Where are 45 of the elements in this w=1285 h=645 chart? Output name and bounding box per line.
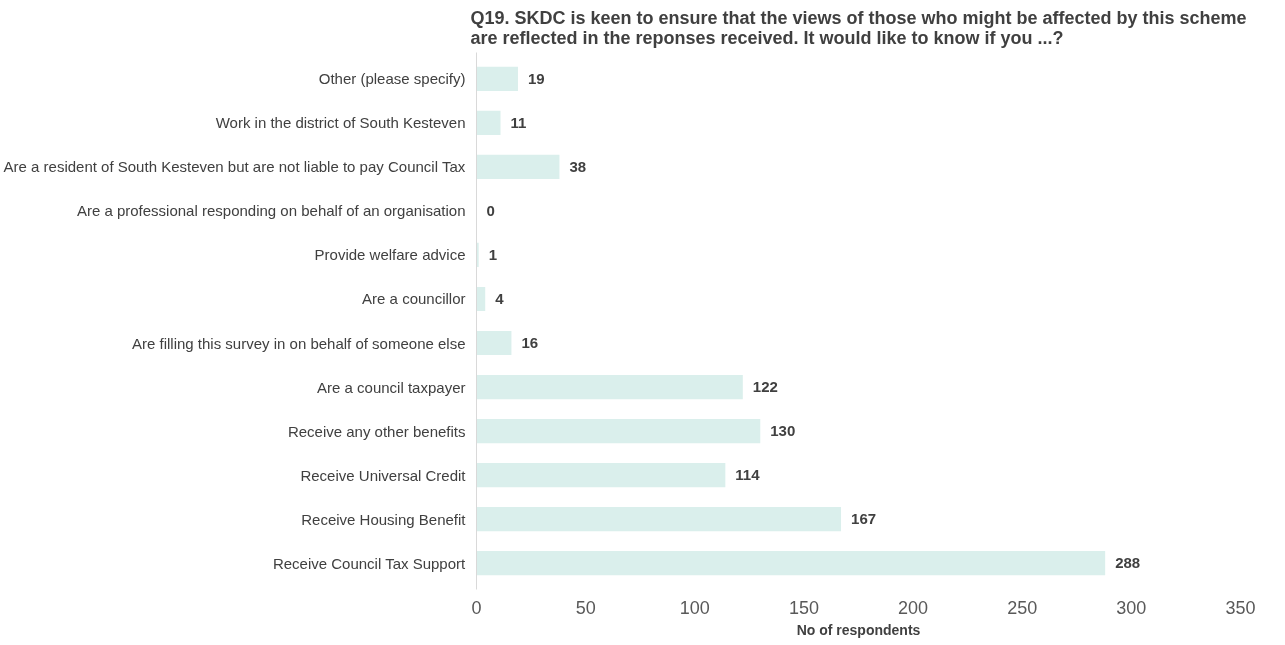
data-label: 1 (488, 245, 498, 263)
y-tick-label: Are filling this survey in on behalf of someone else (131, 334, 466, 352)
data-label: 19 (527, 69, 545, 87)
y-tick-label: Receive Housing Benefit (301, 510, 467, 528)
data-label: 167 (851, 510, 877, 528)
bar (476, 242, 479, 268)
data-label: 16 (521, 334, 539, 352)
bar (476, 330, 512, 356)
data-label: 114 (735, 466, 761, 484)
bar (476, 66, 518, 92)
y-tick-label: Work in the district of South Kesteven (215, 114, 466, 132)
data-label: 0 (486, 201, 495, 219)
data-label: 122 (752, 378, 778, 396)
chart-title: Q19. SKDC is keen to ensure that the views of those who might be affected by this scheme are reflected in the reponses received. It would like to know if you ...? (470, 7, 1247, 48)
y-tick-label: Are a councillor (362, 290, 466, 308)
x-axis-title: No of respondents (796, 621, 921, 638)
y-tick-label: Are a professional responding on behalf of an organisation (76, 202, 466, 220)
bar (476, 462, 726, 488)
bar (476, 286, 486, 312)
bar (476, 374, 743, 400)
x-tick-label: 350 (1225, 597, 1256, 618)
bar (476, 550, 1106, 576)
data-label: 288 (1115, 554, 1141, 572)
bar (476, 506, 842, 532)
x-tick-label: 0 (471, 597, 482, 618)
y-tick-label: Provide welfare advice (314, 246, 466, 264)
data-label: 38 (569, 157, 587, 175)
y-tick-label: Are a council taxpayer (317, 378, 466, 396)
y-tick-label: Receive Council Tax Support (272, 554, 467, 572)
x-tick-label: 200 (898, 597, 929, 618)
y-tick-label: Receive Universal Credit (300, 466, 467, 484)
data-label: 130 (770, 422, 796, 440)
bar (476, 418, 761, 444)
x-tick-label: 250 (1007, 597, 1038, 618)
x-tick-label: 100 (679, 597, 710, 618)
bar (476, 110, 501, 136)
x-tick-label: 300 (1116, 597, 1147, 618)
bar (476, 154, 560, 180)
y-tick-label: Receive any other benefits (287, 422, 466, 440)
y-tick-label: Are a resident of South Kesteven but are not liable to pay Council Tax (3, 158, 466, 176)
x-tick-label: 50 (575, 597, 596, 618)
data-label: 4 (495, 289, 505, 307)
y-tick-label: Other (please specify) (318, 70, 466, 88)
x-tick-label: 150 (788, 597, 819, 618)
data-label: 11 (510, 113, 527, 131)
